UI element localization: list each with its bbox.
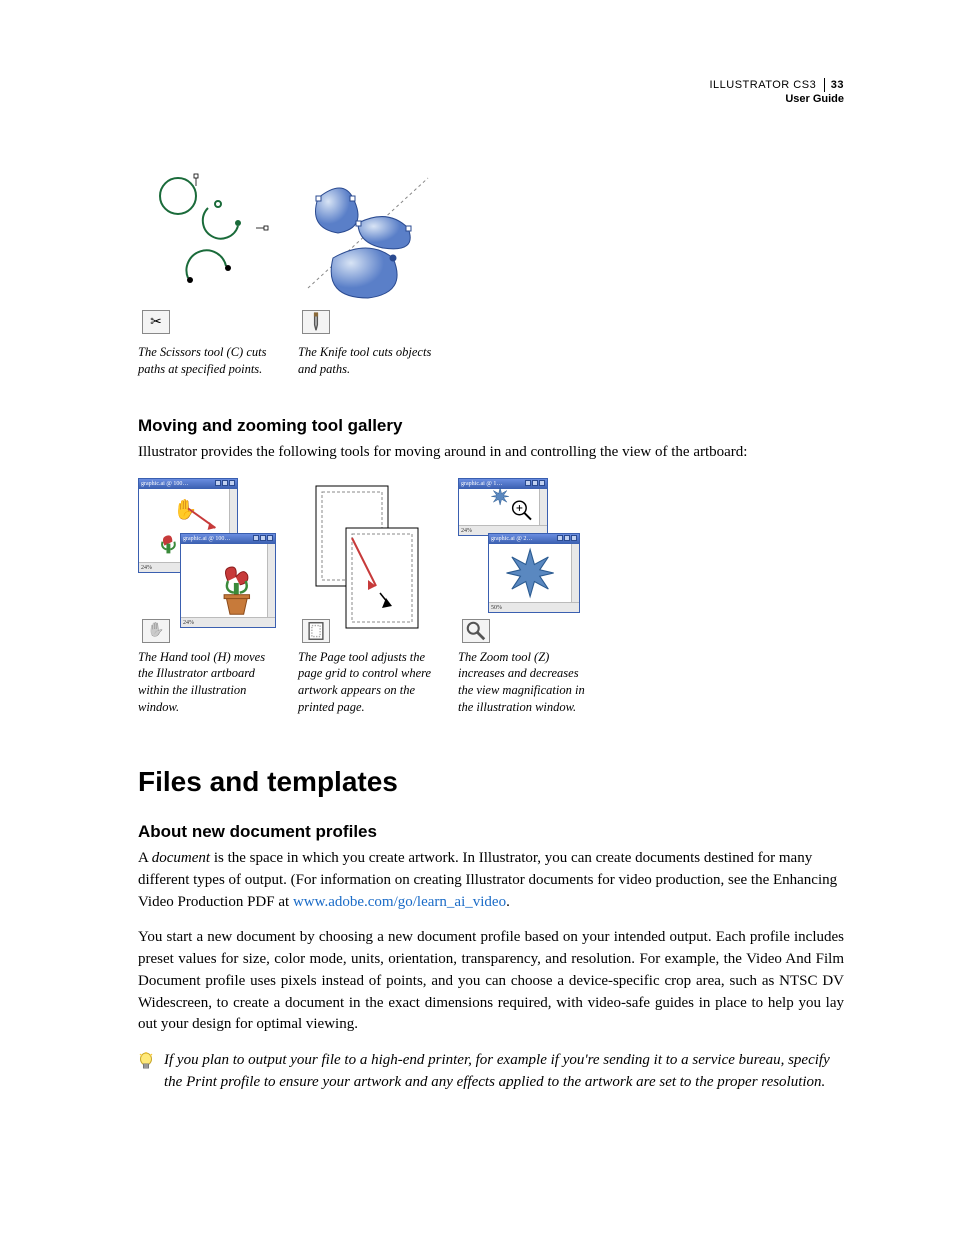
figure-knife-image: [298, 168, 438, 338]
scissors-knife-gallery: ✂ The Scissors tool (C) cuts paths at sp…: [138, 168, 844, 378]
page-content: ✂ The Scissors tool (C) cuts paths at sp…: [138, 168, 844, 1094]
svg-text:✋: ✋: [173, 498, 197, 521]
figure-zoom-image: graphic.ai @ 1… 24% graphic.ai @ 2… 50%: [458, 478, 588, 643]
figure-scissors: ✂ The Scissors tool (C) cuts paths at sp…: [138, 168, 278, 378]
figure-hand-caption: The Hand tool (H) moves the Illustrator …: [138, 649, 278, 717]
heading-about-profiles: About new document profiles: [138, 822, 844, 842]
heading-files-templates: Files and templates: [138, 766, 844, 798]
figure-hand: graphic.ai @ 100… 24% ✋: [138, 478, 278, 717]
figure-page-caption: The Page tool adjusts the page grid to c…: [298, 649, 438, 717]
figure-page-image: [298, 478, 438, 643]
moving-intro: Illustrator provides the following tools…: [138, 442, 844, 464]
moving-zooming-gallery: graphic.ai @ 100… 24% ✋: [138, 478, 844, 717]
about-profiles-para2: You start a new document by choosing a n…: [138, 927, 844, 1036]
header-product: ILLUSTRATOR CS3: [709, 79, 816, 91]
hand-icon: ✋: [142, 619, 170, 643]
tip-block: If you plan to output your file to a hig…: [138, 1050, 844, 1094]
learn-ai-video-link[interactable]: www.adobe.com/go/learn_ai_video: [293, 894, 506, 910]
page-header: ILLUSTRATOR CS3 33 User Guide: [709, 78, 844, 107]
scissors-icon: ✂: [142, 310, 170, 334]
figure-scissors-image: ✂: [138, 168, 278, 338]
about-profiles-para1: A document is the space in which you cre…: [138, 848, 844, 913]
tip-text: If you plan to output your file to a hig…: [164, 1050, 844, 1094]
header-doc-title: User Guide: [709, 92, 844, 106]
figure-hand-image: graphic.ai @ 100… 24% ✋: [138, 478, 278, 643]
figure-zoom: graphic.ai @ 1… 24% graphic.ai @ 2… 50%: [458, 478, 588, 717]
figure-zoom-caption: The Zoom tool (Z) increases and decrease…: [458, 649, 588, 717]
lightbulb-icon: [138, 1050, 156, 1094]
page-icon: [302, 619, 330, 643]
figure-page: The Page tool adjusts the page grid to c…: [298, 478, 438, 717]
figure-knife: The Knife tool cuts objects and paths.: [298, 168, 438, 378]
figure-knife-caption: The Knife tool cuts objects and paths.: [298, 344, 438, 378]
page-number: 33: [824, 78, 844, 92]
document-term: document: [152, 850, 210, 866]
knife-icon: [302, 310, 330, 334]
figure-scissors-caption: The Scissors tool (C) cuts paths at spec…: [138, 344, 278, 378]
heading-moving-zooming: Moving and zooming tool gallery: [138, 416, 844, 436]
zoom-icon: [462, 619, 490, 643]
